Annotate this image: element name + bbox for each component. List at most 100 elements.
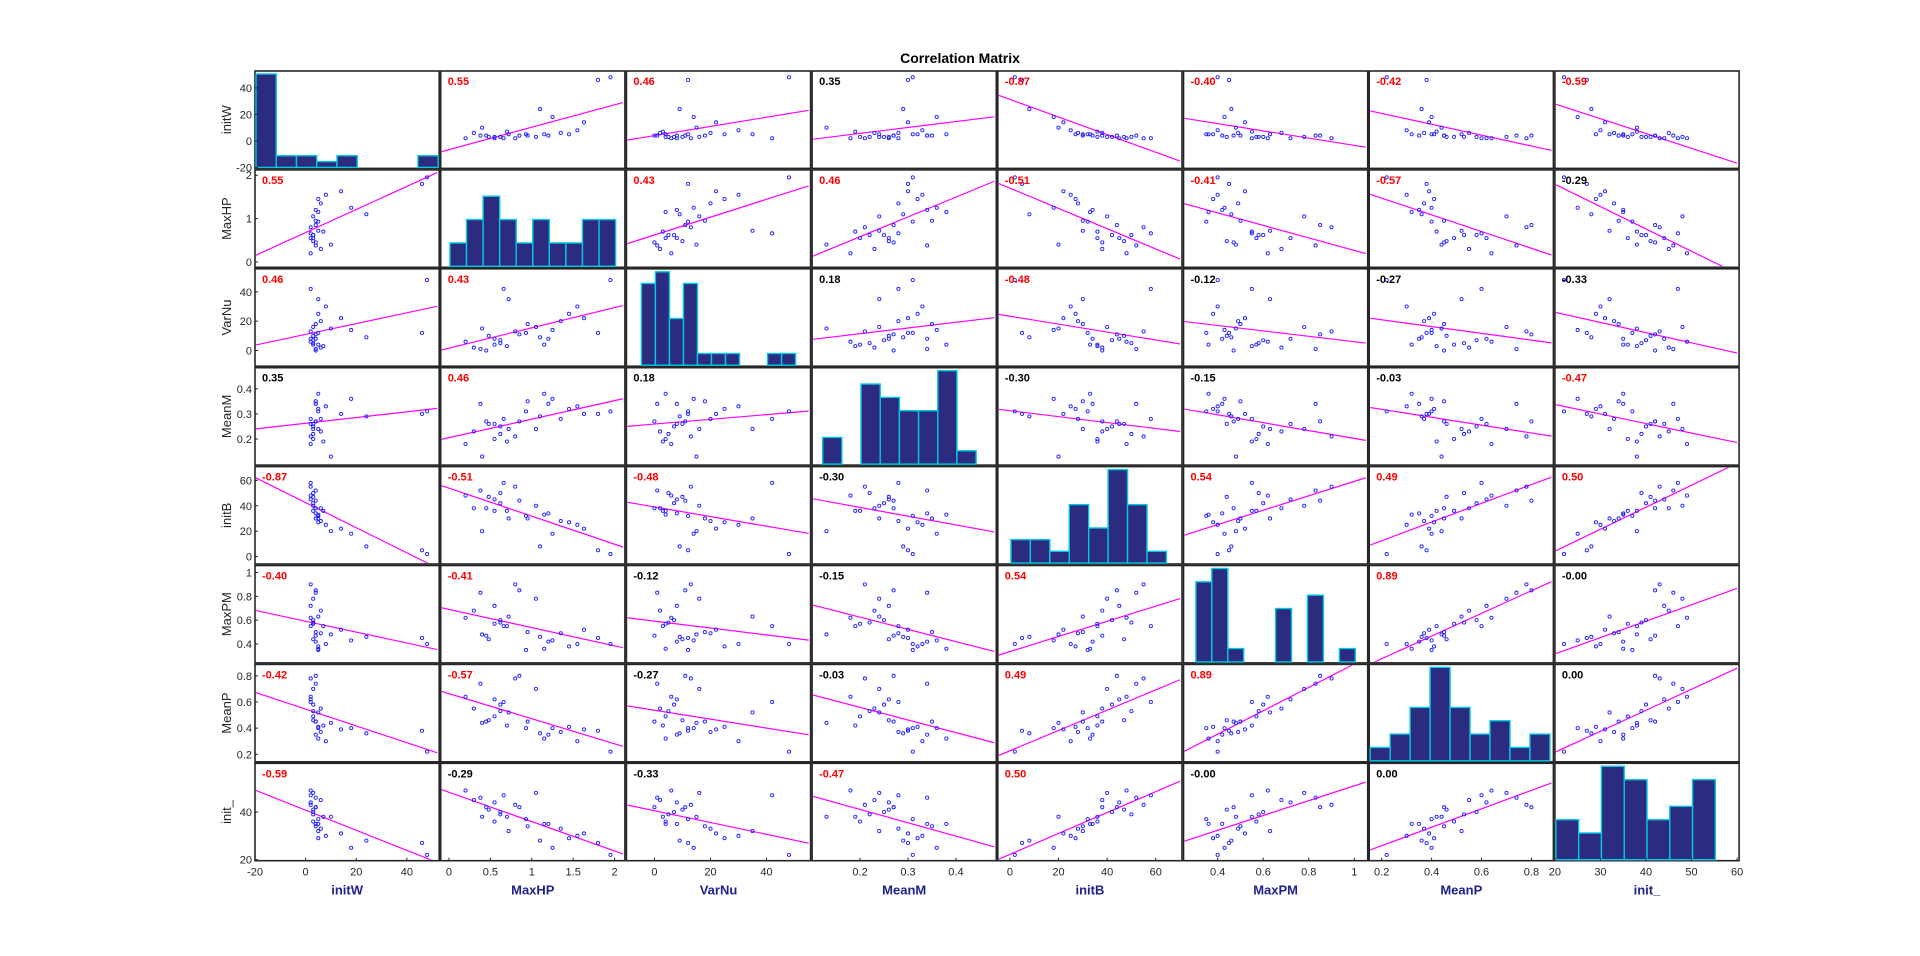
data-point	[506, 614, 511, 619]
data-point	[1141, 136, 1146, 141]
data-point	[1204, 219, 1209, 224]
data-point	[1452, 436, 1457, 442]
cell-MaxHP-initB: -0.51	[996, 169, 1183, 269]
data-point	[680, 421, 685, 426]
data-point	[1249, 416, 1254, 421]
x-axis-label: MaxHP	[511, 883, 555, 898]
data-point	[1236, 130, 1241, 135]
data-point	[1584, 548, 1589, 553]
cell-MeanM-MeanM	[811, 366, 998, 466]
data-point	[881, 338, 887, 343]
data-point	[1442, 516, 1447, 521]
cell-initW-MeanP: -0.42	[1368, 70, 1555, 170]
data-point	[608, 552, 613, 557]
data-point	[1612, 518, 1617, 524]
data-point	[533, 134, 538, 139]
data-point	[311, 790, 316, 795]
data-point	[1625, 342, 1630, 347]
data-point	[1211, 836, 1216, 841]
data-point	[1575, 327, 1580, 333]
data-point	[1056, 632, 1061, 637]
data-point	[575, 522, 580, 527]
data-point	[1117, 136, 1122, 141]
hist-bar	[1029, 538, 1051, 564]
data-point	[1231, 240, 1236, 245]
data-point	[1215, 128, 1220, 133]
data-point	[1105, 686, 1110, 691]
data-point	[542, 821, 547, 826]
hist-bar	[581, 218, 600, 268]
data-point	[663, 819, 668, 824]
data-point	[1279, 130, 1284, 135]
correlation-label: 0.46	[262, 274, 283, 286]
x-axis-label: VarNu	[700, 883, 738, 898]
data-point	[463, 493, 468, 498]
data-point	[688, 582, 693, 587]
data-point	[663, 436, 668, 442]
data-point	[349, 327, 354, 333]
data-point	[323, 833, 328, 838]
data-point	[498, 431, 503, 437]
correlation-label: -0.12	[633, 571, 658, 583]
data-point	[672, 809, 677, 815]
data-point	[663, 736, 668, 741]
data-point	[1206, 210, 1211, 215]
data-point	[1489, 441, 1494, 447]
data-point	[686, 513, 691, 518]
data-point	[853, 344, 858, 349]
data-point	[425, 852, 430, 857]
data-point	[680, 718, 685, 723]
data-point	[663, 621, 668, 626]
data-point	[853, 723, 858, 728]
data-point	[338, 526, 344, 531]
data-point	[857, 508, 863, 513]
data-point	[498, 702, 503, 707]
data-point	[1215, 852, 1220, 857]
data-point	[308, 441, 313, 447]
data-point	[1680, 134, 1685, 139]
cell-frame	[1554, 70, 1740, 170]
cell-frame	[1554, 663, 1740, 763]
data-point	[523, 817, 529, 822]
correlation-label: -0.15	[1191, 373, 1216, 385]
fit-line	[1555, 311, 1738, 354]
data-point	[697, 790, 702, 795]
data-point	[910, 726, 915, 731]
hist-bar	[532, 218, 551, 268]
data-point	[862, 329, 867, 334]
data-point	[1621, 732, 1626, 737]
data-point	[1612, 416, 1617, 421]
data-point	[891, 633, 896, 638]
data-point	[1461, 431, 1467, 437]
data-point	[674, 511, 679, 516]
data-point	[328, 529, 333, 534]
data-point	[674, 821, 679, 826]
data-point	[1105, 790, 1110, 795]
data-point	[824, 529, 829, 534]
data-point	[660, 723, 665, 728]
data-point	[596, 77, 601, 82]
data-point	[1634, 632, 1639, 637]
data-point	[652, 633, 657, 638]
data-point	[567, 132, 572, 137]
cell-initB-init_: 0.50	[1554, 465, 1740, 565]
data-point	[316, 311, 321, 316]
data-point	[1429, 409, 1434, 414]
data-point	[1634, 344, 1639, 349]
cell-frame	[811, 663, 998, 763]
fit-line	[1184, 781, 1366, 842]
hist-bar	[295, 155, 318, 169]
data-point	[498, 709, 503, 714]
data-point	[1607, 614, 1612, 619]
data-point	[1288, 421, 1293, 426]
data-point	[881, 618, 887, 623]
data-point	[915, 520, 920, 525]
data-point	[1653, 719, 1658, 724]
data-point	[533, 686, 538, 691]
data-point	[318, 246, 323, 252]
data-point	[419, 636, 425, 641]
data-point	[1484, 800, 1489, 805]
data-point	[910, 817, 915, 822]
data-point	[517, 133, 522, 138]
